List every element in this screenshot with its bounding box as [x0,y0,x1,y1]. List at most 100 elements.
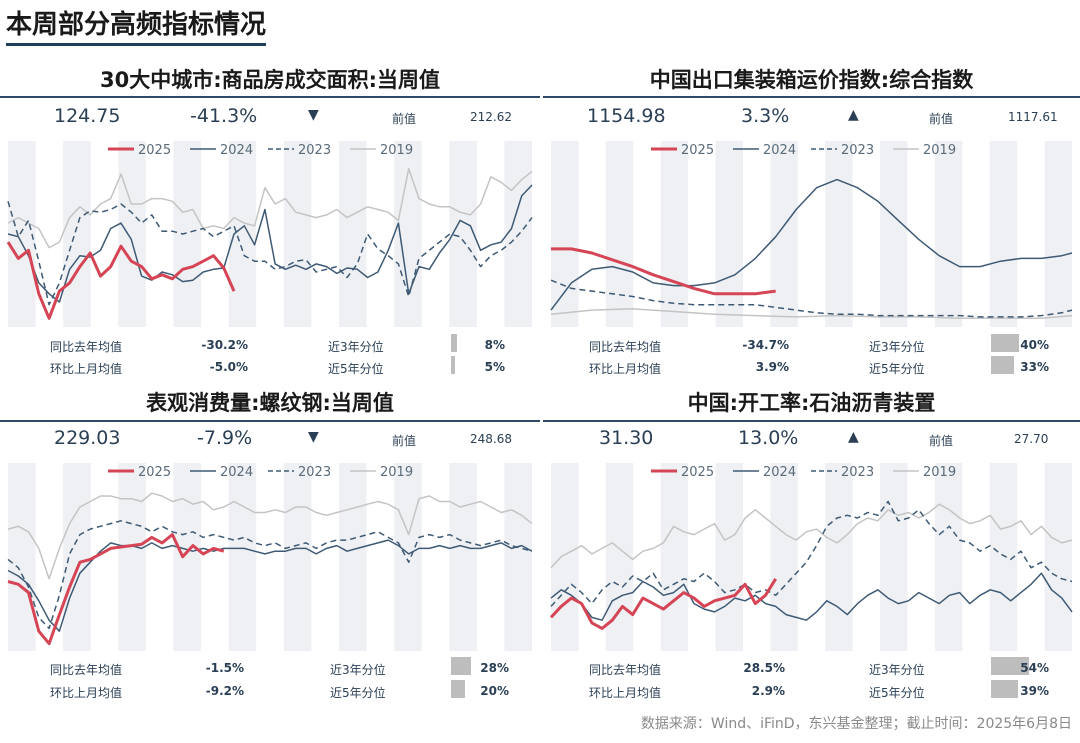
yoy-label: 同比去年均值 [589,340,662,354]
background-band [715,463,743,651]
prev-label: 前值 [929,112,954,126]
series-line-2023 [550,500,1073,607]
panel-title: 表观消费量:螺纹钢:当周值 [146,391,394,415]
mom-label: 环比上月均值 [589,362,662,376]
legend-label-2019: 2019 [380,465,413,480]
background-band [449,141,477,327]
trend-down-icon: ▼ [308,107,319,123]
panel-asphalt-operating-rate: 中国:开工率:石油沥青装置 31.30 13.0% ▲ 前值 27.70 202… [543,383,1080,713]
background-band [551,141,579,327]
prev-label: 前值 [929,434,954,448]
legend-label-2025: 2025 [138,465,171,480]
title-divider [543,96,1080,98]
background-band [449,463,477,651]
change-percent: 13.0% [738,427,799,449]
prev-value: 212.62 [470,110,512,124]
pct5-label: 近5年分位 [869,686,925,700]
background-band [1044,141,1072,327]
legend-label-2025: 2025 [138,143,171,158]
series-line-2023 [7,201,533,306]
prev-value: 1117.61 [1008,110,1058,124]
background-band [605,141,634,327]
current-value: 1154.98 [587,105,666,127]
pct5-label: 近5年分位 [330,686,386,700]
source-note: 数据来源：Wind、iFinD，东兴基金整理；截止时间：2025年6月8日 [640,716,1072,732]
prev-value: 248.68 [470,432,512,446]
pct5-value: 5% [484,360,505,374]
yoy-value: 28.5% [743,661,785,675]
background-band [173,463,202,651]
pct3-value: 28% [480,661,509,675]
series-line-2019 [7,167,533,249]
panel-rebar-consumption: 表观消费量:螺纹钢:当周值 229.03 -7.9% ▼ 前值 248.68 2… [0,383,540,713]
pct3-value: 40% [1020,338,1049,352]
series-line-2019 [550,308,1073,320]
background-band [118,141,146,327]
title-divider [0,96,540,98]
trend-up-icon: ▲ [848,429,859,445]
chart-rebar-consumption: 2025 2024 2023 2019 [7,463,533,651]
yoy-label: 同比去年均值 [50,663,123,677]
current-value: 31.30 [599,427,654,449]
legend-label-2019: 2019 [380,143,413,158]
pct5-bar [991,680,1018,698]
yoy-value: -34.7% [742,338,789,352]
background-band [880,141,908,327]
series-line-2019 [7,492,533,580]
prev-value: 27.70 [1014,432,1049,446]
background-band [989,141,1018,327]
legend-label-2023: 2023 [298,465,331,480]
background-band [283,463,312,651]
legend-label-2024: 2024 [220,465,253,480]
panel-housing-sales: 30大中城市:商品房成交面积:当周值 124.75 -41.3% ▼ 前值 21… [0,58,540,388]
mom-value: -5.0% [209,360,248,374]
legend-label-2025: 2025 [681,465,714,480]
series-line-2023 [550,279,1073,318]
chart-asphalt-operating-rate: 2025 2024 2023 2019 [549,463,1073,651]
change-percent: -7.9% [197,427,253,449]
pct5-bar [991,356,1014,374]
pct3-bar [991,657,1029,675]
trend-up-icon: ▲ [848,107,859,123]
pct5-value: 39% [1020,684,1049,698]
pct3-label: 近3年分位 [869,663,925,677]
series-line-2025 [6,241,236,320]
background-band [660,463,689,651]
background-band [63,141,91,327]
series-line-2025 [549,578,777,630]
change-percent: 3.3% [741,105,790,127]
series-line-2025 [7,533,225,646]
yoy-value: -30.2% [201,338,248,352]
background-band [770,463,798,651]
series-line-2024 [550,572,1073,621]
panel-title: 中国:开工率:石油沥青装置 [687,391,936,415]
background-band [394,463,422,651]
panel-title: 30大中城市:商品房成交面积:当周值 [99,68,441,92]
background-band [283,141,312,327]
legend-label-2019: 2019 [923,143,956,158]
series-line-2019 [550,503,1073,569]
legend-label-2025: 2025 [681,143,714,158]
background-band [63,463,91,651]
section-divider [543,420,1080,422]
prev-label: 前值 [392,434,417,448]
background-band [660,141,689,327]
background-band [551,463,579,651]
pct3-label: 近3年分位 [330,663,386,677]
mom-label: 环比上月均值 [589,686,662,700]
legend-label-2024: 2024 [763,465,796,480]
yoy-label: 同比去年均值 [589,663,662,677]
yoy-value: -1.5% [205,661,244,675]
current-value: 229.03 [54,427,121,449]
change-percent: -41.3% [190,105,258,127]
pct3-value: 8% [484,338,505,352]
pct3-bar [991,334,1019,352]
legend-label-2023: 2023 [841,465,874,480]
background-band [880,463,908,651]
pct5-label: 近5年分位 [328,362,384,376]
background-band [228,141,257,327]
chart-housing-sales: 2025 2024 2023 2019 [6,141,533,327]
background-band [1044,463,1072,651]
background-band [825,141,853,327]
background-band [825,463,853,651]
